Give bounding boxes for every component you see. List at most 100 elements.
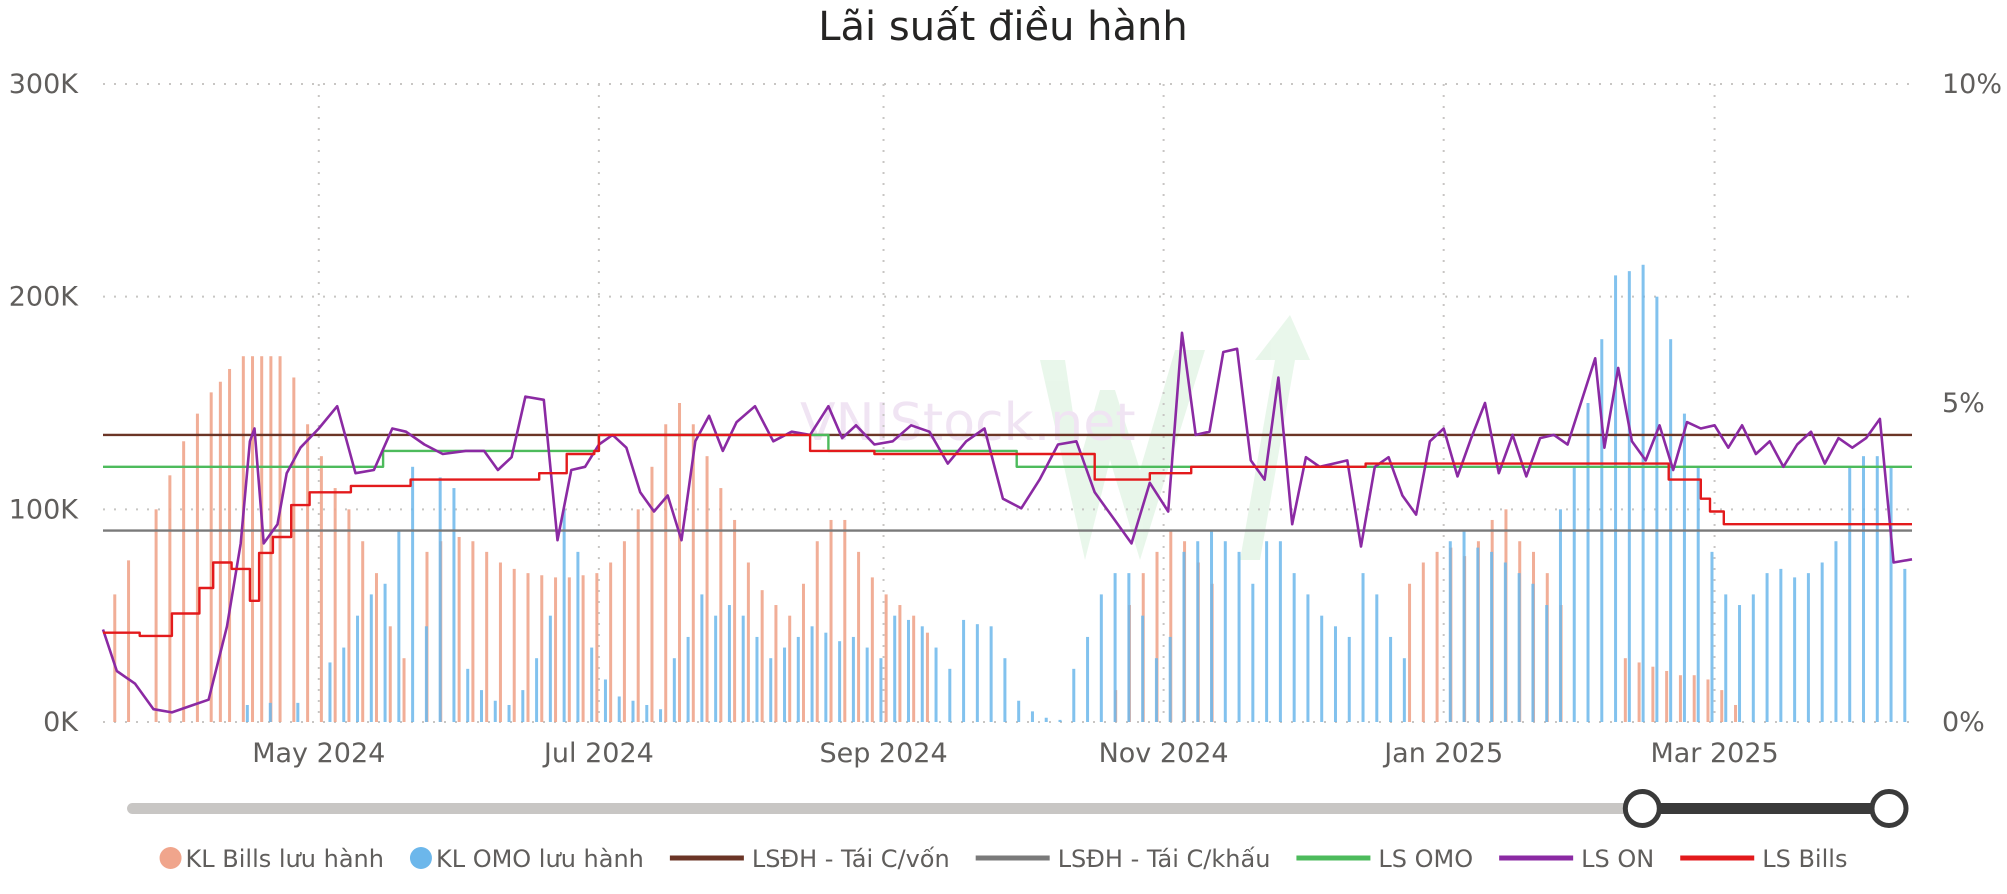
legend-label: LS OMO — [1378, 845, 1473, 873]
left-axis: 0K 100K 200K 300K — [9, 69, 80, 738]
bar — [1793, 577, 1797, 722]
bar — [581, 575, 585, 722]
bar — [1820, 562, 1824, 722]
bar — [457, 536, 461, 722]
bar — [452, 488, 456, 722]
legend-item: LSĐH - Tái C/vốn — [669, 845, 950, 873]
bar — [1058, 719, 1062, 722]
line-series-4 — [103, 433, 1912, 638]
range-slider[interactable] — [127, 789, 1909, 828]
bar — [113, 594, 117, 722]
bar — [1558, 509, 1562, 722]
bar — [347, 509, 351, 722]
bar — [260, 356, 264, 722]
slider-selected-range[interactable] — [1642, 803, 1889, 814]
bar — [769, 658, 773, 722]
bar — [397, 530, 401, 722]
line-series-layer — [101, 331, 1913, 714]
bar — [127, 560, 131, 722]
bar — [1044, 717, 1048, 722]
x-axis-tick-label: Jan 2025 — [1382, 738, 1503, 769]
bar — [1655, 296, 1659, 722]
bar — [1734, 704, 1738, 722]
bar — [540, 575, 544, 722]
bar — [209, 392, 213, 722]
bar — [884, 594, 888, 722]
bar — [783, 647, 787, 722]
legend-marker — [409, 847, 432, 869]
bar — [1586, 403, 1590, 722]
bar — [526, 573, 530, 722]
bar — [269, 356, 273, 722]
bar — [1361, 573, 1365, 722]
line-series-3 — [101, 331, 1913, 714]
bar — [1292, 573, 1296, 722]
bar — [1682, 413, 1686, 722]
bar — [1627, 271, 1631, 722]
bar — [1306, 594, 1310, 722]
bar — [1875, 456, 1879, 722]
right-axis-tick-label: 0% — [1942, 707, 1985, 738]
bar — [975, 624, 979, 722]
bar — [857, 551, 861, 722]
legend-item: LSĐH - Tái C/khấu — [975, 845, 1270, 873]
bar — [306, 424, 310, 722]
right-axis-tick-label: 10% — [1942, 69, 2002, 100]
bar — [1421, 562, 1425, 722]
bar — [228, 368, 232, 722]
bar — [1182, 551, 1186, 722]
bar — [268, 702, 272, 722]
bar — [934, 647, 938, 722]
x-axis-tick-label: Jul 2024 — [542, 738, 654, 769]
bar — [1168, 636, 1172, 722]
bar — [512, 568, 516, 722]
bar — [485, 551, 489, 722]
x-axis-tick-label: May 2024 — [252, 738, 385, 769]
bar — [1435, 551, 1439, 722]
gridlines — [103, 83, 1912, 723]
bar — [838, 641, 842, 722]
bar — [1572, 466, 1576, 722]
legend: KL Bills lưu hành KL OMO lưu hành LSĐH - T… — [159, 845, 1847, 873]
bar — [1265, 541, 1269, 722]
bar — [851, 636, 855, 722]
bar — [1169, 530, 1173, 722]
bar — [727, 605, 731, 722]
legend-item: LS Bills — [1680, 845, 1847, 873]
bar — [1779, 568, 1783, 722]
bar — [1402, 658, 1406, 722]
bar — [1720, 690, 1724, 722]
right-axis-tick-label: 5% — [1942, 388, 1985, 419]
bar — [1517, 573, 1521, 722]
bar — [471, 541, 475, 722]
bar — [590, 647, 594, 722]
bar — [411, 466, 415, 722]
bar — [1086, 636, 1090, 722]
bar — [1320, 615, 1324, 722]
bar — [700, 594, 704, 722]
bar — [962, 619, 966, 722]
bar — [1072, 668, 1076, 722]
bar — [719, 488, 723, 722]
left-axis-tick-label: 0K — [43, 707, 79, 738]
legend-marker — [159, 847, 182, 869]
bar — [1155, 551, 1159, 722]
bar — [374, 573, 378, 722]
bar — [241, 356, 245, 722]
slider-track[interactable] — [127, 803, 1889, 814]
bar — [1099, 594, 1103, 722]
bar — [521, 690, 525, 722]
bar — [801, 583, 805, 722]
slider-end-handle[interactable] — [1869, 789, 1909, 828]
bar — [369, 594, 373, 722]
legend-item: LS OMO — [1296, 845, 1473, 873]
bar — [1641, 264, 1645, 722]
slider-start-handle[interactable] — [1622, 789, 1662, 828]
bar — [824, 632, 828, 722]
bar — [920, 626, 924, 722]
bar — [1678, 675, 1682, 722]
bar — [1003, 658, 1007, 722]
bar — [1692, 675, 1696, 722]
bar — [402, 658, 406, 722]
bar — [1333, 626, 1337, 722]
